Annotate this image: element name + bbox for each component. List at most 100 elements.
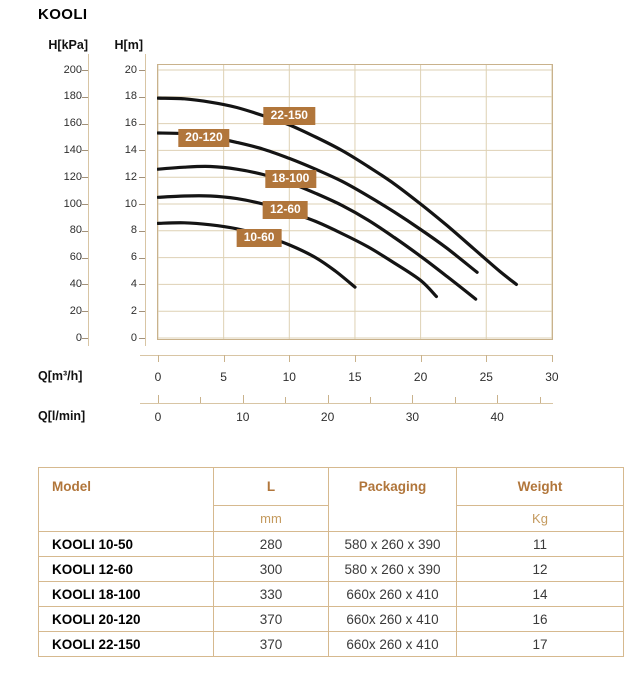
m3h-tick-0 [158,355,159,362]
y-axis-label-m: H[m] [114,38,143,52]
x-axis-line-m3h [140,355,553,356]
curve-label-20-120: 20-120 [178,129,230,148]
table-row: KOOLI 22-150 370 660x 260 x 410 17 [38,631,624,657]
m3h-tick-15 [354,355,356,362]
m-tick-mark-18 [139,96,145,98]
lmin-tick-label-40: 40 [490,410,504,424]
lmin-minor-tick-35 [454,397,456,403]
kpa-tick-label-200: 200 [63,63,82,76]
table-row: KOOLI 18-100 330 660x 260 x 410 14 [38,581,624,607]
m-tick-label-10: 10 [124,197,137,210]
table-row: KOOLI 20-120 370 660x 260 x 410 16 [38,606,624,632]
kpa-tick-mark-140 [82,150,88,152]
packaging-cell: 580 x 260 x 390 [328,556,457,582]
weight-cell: 17 [456,631,624,657]
lmin-minor-tick-45 [539,397,541,403]
lmin-tick-10 [242,395,244,403]
kpa-tick-label-140: 140 [63,143,82,156]
m3h-tick-10 [289,355,291,362]
lmin-tick-label-20: 20 [320,410,335,424]
model-cell: KOOLI 12-60 [38,556,214,582]
table-header-row: Model L Packaging Weight [38,467,624,532]
packaging-cell: 660x 260 x 410 [328,606,457,632]
kpa-tick-mark-80 [82,230,88,232]
m3h-tick-30 [551,355,553,362]
plot-border [157,64,553,340]
pump-curve-20-120 [156,131,479,274]
kpa-tick-label-40: 40 [69,277,82,290]
m3h-tick-label-5: 5 [220,370,227,384]
m3h-tick-label-20: 20 [413,370,428,384]
lmin-tick-30 [412,395,414,403]
model-cell: KOOLI 10-50 [38,531,214,557]
kpa-tick-mark-60 [82,257,88,259]
kpa-tick-label-80: 80 [69,224,82,237]
col-header-weight: Weight [456,467,624,506]
m-tick-mark-12 [139,177,145,179]
m-tick-mark-2 [139,311,145,313]
m-tick-mark-0 [139,338,145,339]
m-tick-label-16: 16 [124,117,137,130]
kpa-tick-mark-0 [82,338,88,339]
m3h-tick-label-0: 0 [154,370,162,384]
kpa-tick-mark-200 [82,70,88,71]
table-row: KOOLI 10-50 280 580 x 260 x 390 11 [38,531,624,557]
lmin-tick-40 [497,395,499,403]
m-tick-label-12: 12 [124,170,137,183]
lmin-minor-tick-5 [200,397,202,403]
lmin-minor-tick-25 [370,397,371,403]
y-axis-line-m [145,54,146,346]
col-header-packaging: Packaging [328,467,457,532]
col-subheader-mm: mm [213,505,329,532]
kpa-tick-label-20: 20 [69,304,82,317]
packaging-cell: 660x 260 x 410 [328,631,457,657]
kpa-tick-mark-40 [82,284,88,286]
kpa-tick-mark-160 [82,123,88,125]
table-row: KOOLI 12-60 300 580 x 260 x 390 12 [38,556,624,582]
weight-cell: 12 [456,556,624,582]
y-axis-line-kpa [88,54,89,346]
col-header-l: L [213,467,329,506]
pump-curve-22-150 [156,96,518,286]
x-axis-label-m3h: Q[m³/h] [38,369,83,383]
m-tick-label-4: 4 [130,277,137,290]
table-subheader-row: mm Kg [39,505,624,532]
kpa-tick-label-160: 160 [63,117,82,130]
m3h-tick-label-30: 30 [545,370,559,384]
m-tick-label-8: 8 [130,224,137,237]
kpa-tick-mark-120 [82,177,88,179]
y-axis-label-kpa: H[kPa] [48,38,88,52]
col-subheader-kg: Kg [456,505,624,532]
m-tick-label-0: 0 [130,331,137,344]
curve-label-22-150: 22-150 [263,106,315,125]
pump-curve-chart [156,64,553,340]
m-tick-mark-6 [139,257,145,259]
kpa-tick-mark-100 [82,204,88,205]
kpa-tick-label-60: 60 [69,251,82,264]
spec-table: Model L Packaging Weight mm Kg KOOLI 10-… [38,467,624,657]
plot-area [156,64,553,340]
m3h-tick-label-25: 25 [479,370,493,384]
m-tick-label-2: 2 [130,304,137,317]
x-axis-line-lmin [140,403,553,404]
col-header-model: Model [38,467,214,532]
kpa-tick-mark-20 [82,311,88,313]
l-cell: 300 [213,556,329,582]
m-tick-label-20: 20 [124,63,137,76]
m-tick-mark-16 [139,123,145,125]
m3h-tick-5 [223,355,225,362]
weight-cell: 11 [456,531,624,557]
lmin-tick-label-30: 30 [405,410,420,424]
l-cell: 330 [213,581,329,607]
m3h-tick-label-10: 10 [282,370,296,384]
kpa-tick-label-0: 0 [75,331,82,344]
m-tick-label-14: 14 [124,143,137,156]
lmin-tick-20 [327,395,329,403]
x-axis-label-lmin: Q[l/min] [38,409,86,423]
m3h-tick-20 [420,355,422,362]
model-cell: KOOLI 20-120 [38,606,214,632]
page-title: KOOLI [38,6,88,23]
m3h-tick-25 [486,355,488,362]
weight-cell: 16 [456,606,624,632]
